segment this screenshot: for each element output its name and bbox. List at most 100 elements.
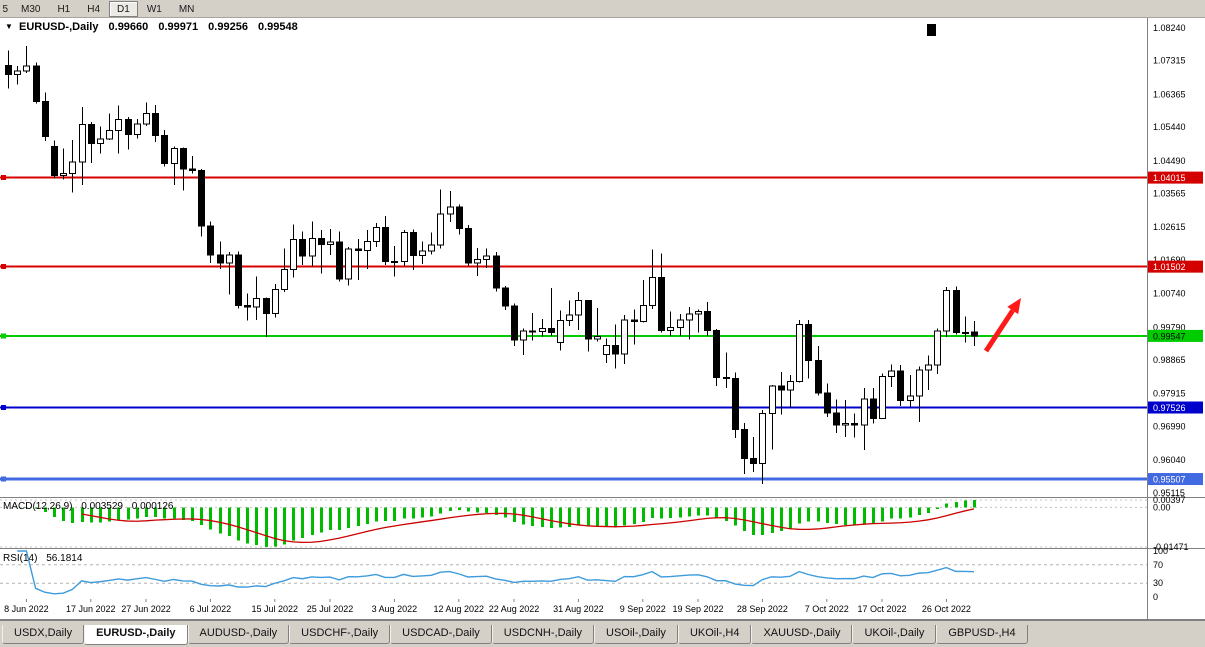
candle xyxy=(244,293,251,321)
date-tick-label: 19 Sep 2022 xyxy=(672,604,723,614)
candle xyxy=(953,286,960,335)
hline-0.95507[interactable] xyxy=(0,476,1147,482)
low-value: 0.99256 xyxy=(208,21,248,33)
chart-tabs-bar: USDX,Daily EURUSD-,Daily AUDUSD-,Daily USDC… xyxy=(0,625,1205,647)
chart-title: ▼ EURUSD-,Daily 0.99660 0.99971 0.99256 … xyxy=(5,21,298,33)
hline-anchor xyxy=(1,264,6,270)
timeframe-button-H4[interactable]: H4 xyxy=(87,3,101,15)
candle xyxy=(759,410,766,485)
window-splitter[interactable] xyxy=(0,620,1205,625)
candle xyxy=(667,311,674,337)
candle xyxy=(364,229,371,269)
candle xyxy=(723,352,730,389)
candle xyxy=(713,329,720,387)
candle xyxy=(511,303,518,347)
candle xyxy=(42,92,49,141)
macd-indicator-label: MACD(12,26,9) 0.003529 0.000126 xyxy=(3,501,173,512)
candle xyxy=(897,365,904,406)
date-tick-label: 27 Jun 2022 xyxy=(121,604,171,614)
candle xyxy=(152,105,159,143)
candle xyxy=(502,285,509,310)
candle xyxy=(557,310,564,351)
chart-tab-gbpusd-h4[interactable]: GBPUSD-,H4 xyxy=(936,625,1028,644)
candle xyxy=(134,118,141,139)
candle xyxy=(217,241,224,269)
chart-tab-usdcnh-daily[interactable]: USDCNH-,Daily xyxy=(491,625,595,644)
candle xyxy=(318,229,325,274)
chart-tab-usdx-daily[interactable]: USDX,Daily xyxy=(2,625,85,644)
macd-signal-line xyxy=(81,508,975,544)
hline-1.01502[interactable] xyxy=(0,264,1147,270)
chart-tab-usoil-daily[interactable]: USOil-,Daily xyxy=(594,625,678,644)
hline-anchor xyxy=(1,405,6,411)
price-axis: 1.08240 1.07315 1.06365 1.05440 1.04490 1.035… xyxy=(1153,23,1186,498)
svg-text:1.01502: 1.01502 xyxy=(1153,262,1186,272)
candle xyxy=(465,224,472,266)
chart-tab-usdchf-daily[interactable]: USDCHF-,Daily xyxy=(289,625,391,644)
timeframe-button-D1[interactable]: D1 xyxy=(109,0,138,17)
svg-text:1.02615: 1.02615 xyxy=(1153,222,1186,232)
chart-tab-audusd-daily[interactable]: AUDUSD-,Daily xyxy=(187,625,290,644)
candle xyxy=(60,148,67,180)
date-tick-label: 9 Sep 2022 xyxy=(620,604,666,614)
hline-0.99547[interactable] xyxy=(0,333,1147,339)
svg-text:70: 70 xyxy=(1153,560,1163,570)
candle xyxy=(180,147,187,191)
candle xyxy=(474,247,481,276)
price-chart-svg[interactable]: 1.08240 1.07315 1.06365 1.05440 1.04490 1.035… xyxy=(0,18,1205,620)
candlestick-series xyxy=(5,45,978,485)
candle xyxy=(198,168,205,237)
candle xyxy=(520,328,527,355)
rsi-name: RSI(14) xyxy=(3,553,38,564)
candle xyxy=(934,328,941,375)
svg-text:1.04490: 1.04490 xyxy=(1153,156,1186,166)
chart-tab-eurusd-daily[interactable]: EURUSD-,Daily xyxy=(84,625,188,645)
svg-text:0.99547: 0.99547 xyxy=(1153,331,1186,341)
date-tick-label: 26 Oct 2022 xyxy=(922,604,971,614)
rsi-panel: 100 70 30 0 xyxy=(0,546,1168,602)
candle xyxy=(539,318,546,337)
hline-anchor xyxy=(1,333,6,339)
svg-text:0.98865: 0.98865 xyxy=(1153,355,1186,365)
chart-tab-ukoil-daily[interactable]: UKOil-,Daily xyxy=(852,625,937,644)
collapse-triangle-icon: ▼ xyxy=(5,22,13,31)
date-axis: 8 Jun 2022 17 Jun 2022 27 Jun 2022 6 Jul 20… xyxy=(4,599,971,614)
timeframe-button-M30[interactable]: M30 xyxy=(21,3,41,15)
close-value: 0.99548 xyxy=(258,21,298,33)
candle xyxy=(741,422,748,474)
trend-arrow-annotation[interactable] xyxy=(983,298,1021,353)
svg-text:0.00: 0.00 xyxy=(1153,502,1171,512)
timeframe-button-MN[interactable]: MN xyxy=(178,3,195,15)
timeframe-button-H1[interactable]: H1 xyxy=(57,3,71,15)
chart-tab-usdcad-daily[interactable]: USDCAD-,Daily xyxy=(390,625,492,644)
high-value: 0.99971 xyxy=(158,21,199,33)
chart-tab-ukoil-h4[interactable]: UKOil-,H4 xyxy=(677,625,752,644)
hline-0.97526[interactable] xyxy=(0,405,1147,411)
candle xyxy=(456,204,463,235)
svg-text:0.96990: 0.96990 xyxy=(1153,421,1186,431)
date-tick-label: 17 Jun 2022 xyxy=(66,604,116,614)
candle xyxy=(428,232,435,255)
candle xyxy=(115,105,122,154)
candle xyxy=(125,117,132,150)
timeframe-button-W1[interactable]: W1 xyxy=(146,3,162,15)
candle xyxy=(594,308,601,342)
chart-tab-xauusd-daily[interactable]: XAUUSD-,Daily xyxy=(751,625,853,644)
svg-text:0.95507: 0.95507 xyxy=(1153,475,1186,485)
candle xyxy=(327,228,334,256)
candle xyxy=(529,312,536,341)
candle xyxy=(585,300,592,352)
chart-window[interactable]: 1.08240 1.07315 1.06365 1.05440 1.04490 1.035… xyxy=(0,18,1205,620)
candle xyxy=(382,216,389,265)
candle xyxy=(566,300,573,326)
svg-text:1.03565: 1.03565 xyxy=(1153,189,1186,199)
candle xyxy=(373,222,380,248)
rsi-value: 56.1814 xyxy=(46,553,83,564)
candle xyxy=(299,231,306,265)
timeframe-button-5[interactable]: 5 xyxy=(2,3,8,15)
hline-1.04015[interactable] xyxy=(0,175,1147,181)
candle xyxy=(51,140,58,179)
candle xyxy=(161,129,168,167)
svg-text:0.97915: 0.97915 xyxy=(1153,389,1186,399)
